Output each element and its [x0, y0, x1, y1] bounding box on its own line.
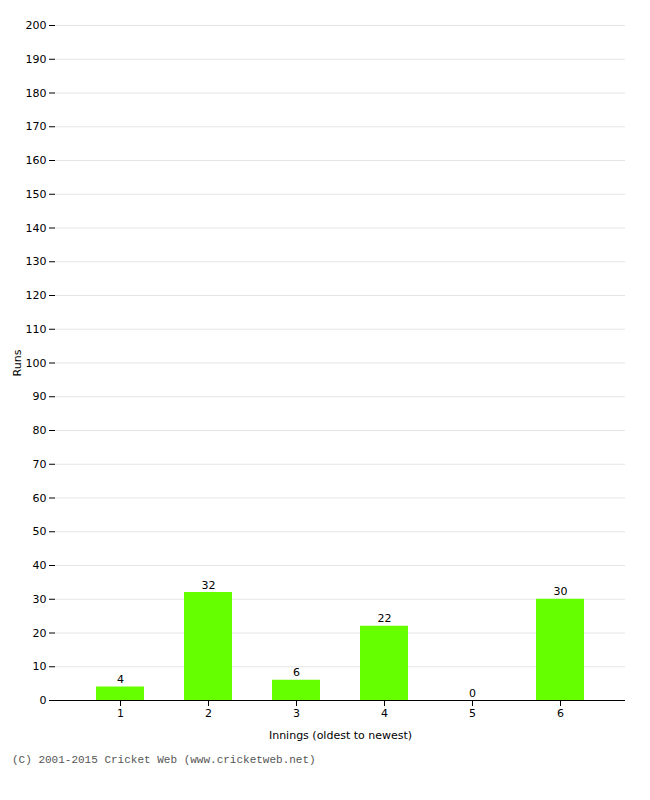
html-text:(C) 2001-2015 Cricket Web (www: (C) 2001-2015 Cricket Web (www.cricketwe… — [12, 754, 316, 766]
svg-text:200: 200 — [26, 19, 47, 32]
svg-text:30: 30 — [33, 593, 47, 606]
svg-text:30: 30 — [554, 585, 568, 598]
svg-text:0: 0 — [40, 694, 47, 707]
svg-text:32: 32 — [202, 579, 216, 592]
svg-text:190: 190 — [26, 53, 47, 66]
svg-text:70: 70 — [33, 458, 47, 471]
svg-text:50: 50 — [33, 525, 47, 538]
svg-text:10: 10 — [33, 660, 47, 673]
svg-text:3: 3 — [293, 707, 300, 720]
svg-text:170: 170 — [26, 120, 47, 133]
svg-text:40: 40 — [33, 559, 47, 572]
svg-text:180: 180 — [26, 87, 47, 100]
svg-text:150: 150 — [26, 188, 47, 201]
svg-text:120: 120 — [26, 289, 47, 302]
svg-text:6: 6 — [293, 666, 300, 679]
svg-text:Runs: Runs — [11, 349, 24, 376]
svg-text:2: 2 — [205, 707, 212, 720]
svg-text:90: 90 — [33, 390, 47, 403]
svg-text:80: 80 — [33, 424, 47, 437]
svg-text:1: 1 — [117, 707, 124, 720]
svg-text:22: 22 — [378, 612, 392, 625]
svg-text:6: 6 — [557, 707, 564, 720]
svg-text:4: 4 — [117, 673, 124, 686]
svg-text:0: 0 — [469, 687, 476, 700]
svg-text:20: 20 — [33, 627, 47, 640]
svg-text:130: 130 — [26, 255, 47, 268]
svg-text:4: 4 — [381, 707, 388, 720]
svg-text:5: 5 — [469, 707, 476, 720]
svg-text:100: 100 — [26, 357, 47, 370]
svg-text:110: 110 — [26, 323, 47, 336]
svg-text:160: 160 — [26, 154, 47, 167]
svg-text:60: 60 — [33, 492, 47, 505]
svg-text:Innings (oldest to newest): Innings (oldest to newest) — [269, 729, 412, 742]
svg-text:140: 140 — [26, 222, 47, 235]
